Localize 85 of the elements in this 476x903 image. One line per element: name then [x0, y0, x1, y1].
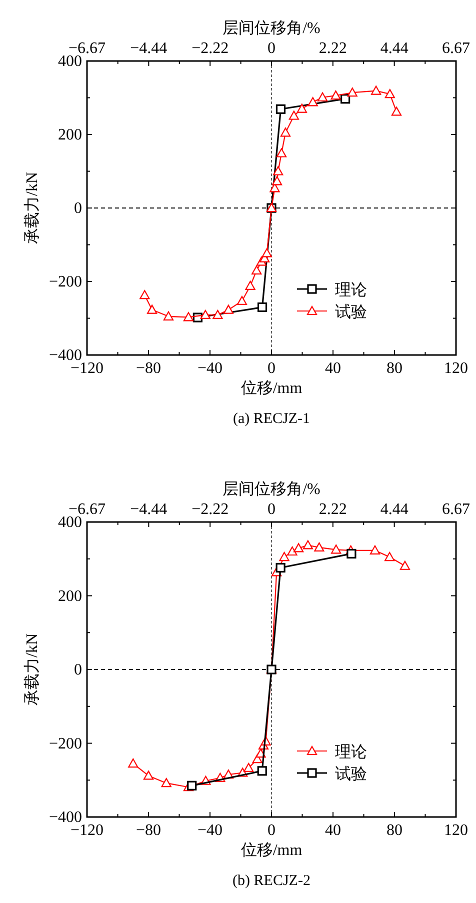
point	[272, 176, 282, 186]
y-tick-label: 200	[58, 588, 82, 605]
y-tick-label: 200	[58, 126, 82, 144]
legend-label: 理论	[335, 282, 367, 299]
x2-axis-title: 层间位移角/%	[222, 19, 320, 37]
point	[212, 310, 223, 319]
point	[163, 311, 174, 320]
x-tick-label: 120	[444, 822, 468, 839]
y-tick-label: 0	[74, 200, 82, 217]
point	[245, 280, 256, 290]
y-tick-label: −200	[48, 735, 82, 752]
x2-tick-label: −2.22	[192, 40, 229, 57]
x2-tick-label: 6.67	[442, 501, 470, 518]
y-axis-title: 承载力/kN	[23, 633, 41, 706]
x-tick-label: 80	[386, 822, 402, 839]
point	[200, 310, 210, 319]
point	[146, 304, 158, 314]
x-tick-label: 0	[268, 360, 276, 377]
point	[223, 304, 234, 314]
x2-tick-label: −2.22	[192, 501, 229, 518]
legend-label: 理论	[335, 744, 367, 761]
legend-label: 试验	[335, 765, 367, 783]
x-tick-label: 40	[325, 360, 341, 377]
point	[140, 290, 150, 300]
point	[161, 778, 172, 788]
point	[262, 248, 272, 258]
text: (b) RECJZ-2	[232, 873, 310, 889]
x-axis-title: 位移/mm	[240, 842, 303, 859]
point	[294, 543, 304, 552]
point	[296, 104, 307, 113]
point	[370, 545, 380, 554]
point	[302, 540, 313, 550]
y-tick-label: −200	[48, 274, 82, 290]
x2-axis-title: 层间位移角/%	[222, 480, 320, 498]
point	[347, 88, 358, 97]
point	[308, 97, 318, 106]
point	[317, 92, 328, 102]
x2-tick-label: −4.44	[130, 501, 168, 518]
y-axis-title: 承载力/kN	[23, 172, 41, 244]
x2-tick-label: −4.44	[130, 40, 168, 57]
point	[236, 296, 248, 306]
point	[183, 312, 194, 322]
point	[276, 562, 286, 573]
point	[400, 560, 410, 570]
x-tick-label: 40	[325, 822, 341, 839]
x2-tick-label: 0	[268, 501, 276, 518]
point	[252, 265, 262, 275]
x2-tick-label: 6.67	[442, 40, 470, 57]
x-tick-label: −80	[136, 360, 162, 377]
point	[257, 302, 268, 312]
x-tick-label: 120	[444, 360, 468, 377]
point	[276, 104, 286, 114]
point	[314, 542, 324, 552]
point	[384, 89, 395, 98]
x-axis-title: 位移/mm	[240, 380, 303, 397]
x2-tick-label: 4.44	[380, 501, 408, 518]
point	[384, 552, 395, 562]
x-tick-label: 80	[386, 360, 402, 377]
x2-tick-label: 0	[268, 40, 276, 57]
point	[288, 110, 299, 120]
legend-label: 试验	[335, 303, 367, 321]
point	[331, 544, 342, 554]
point	[257, 766, 267, 776]
point	[276, 148, 287, 158]
point	[279, 552, 290, 562]
point	[371, 86, 382, 95]
x2-tick-label: 2.22	[318, 501, 347, 518]
text: (a) RECJZ-1	[232, 411, 310, 427]
point	[143, 770, 154, 780]
point	[287, 546, 298, 556]
x-tick-label: −40	[197, 360, 223, 377]
point	[391, 106, 402, 116]
x-tick-label: −80	[136, 822, 162, 839]
y-tick-label: 0	[74, 662, 82, 678]
point	[128, 758, 138, 768]
point	[187, 780, 197, 790]
point	[346, 548, 356, 559]
x2-tick-label: 4.44	[380, 40, 408, 57]
point	[280, 128, 291, 137]
x2-tick-label: 2.22	[318, 40, 347, 57]
point	[244, 762, 254, 772]
point	[273, 166, 284, 176]
point	[330, 90, 341, 100]
x-tick-label: −40	[197, 822, 223, 839]
x-tick-label: 0	[268, 822, 276, 839]
